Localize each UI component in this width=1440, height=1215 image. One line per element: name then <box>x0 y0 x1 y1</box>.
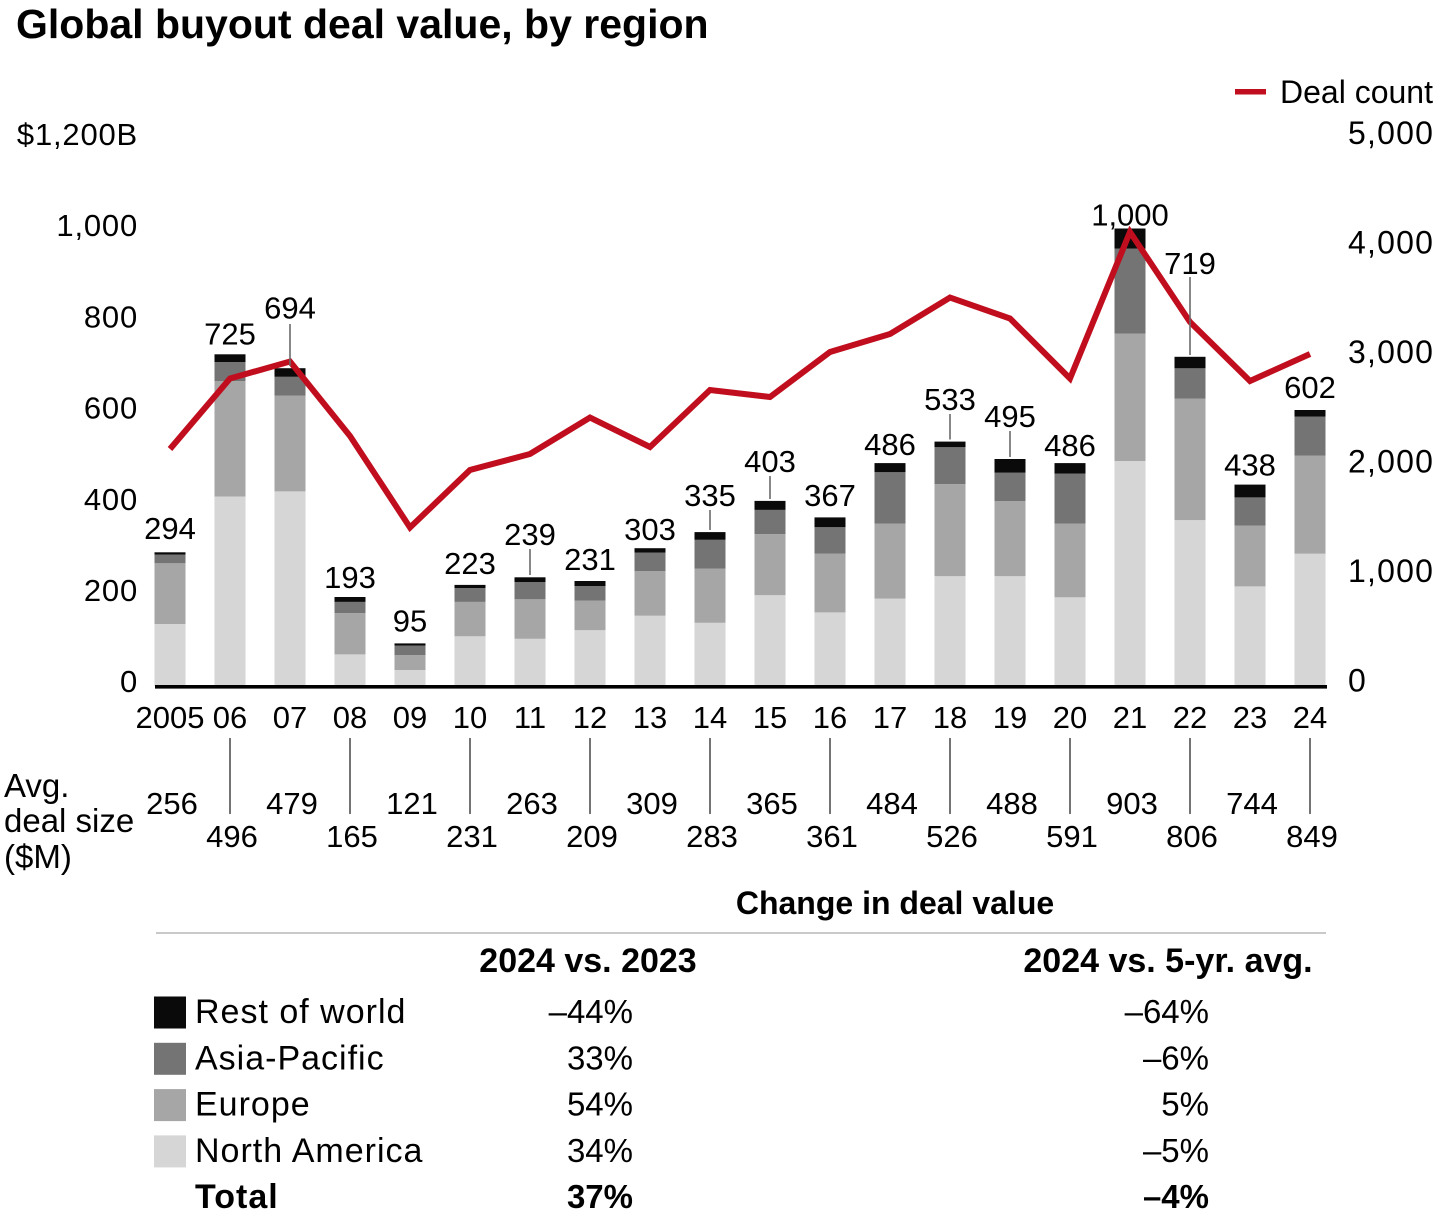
svg-text:2005: 2005 <box>136 700 205 735</box>
svg-text:403: 403 <box>744 444 796 479</box>
svg-text:591: 591 <box>1046 819 1098 854</box>
svg-text:209: 209 <box>566 819 618 854</box>
svg-text:34%: 34% <box>567 1132 633 1169</box>
svg-text:14: 14 <box>693 700 727 735</box>
svg-text:303: 303 <box>624 512 676 547</box>
svg-text:06: 06 <box>213 700 247 735</box>
svg-text:Europe: Europe <box>195 1086 311 1124</box>
svg-text:11: 11 <box>514 700 546 735</box>
svg-text:Global buyout deal value, by r: Global buyout deal value, by region <box>16 1 709 47</box>
svg-text:367: 367 <box>804 478 856 513</box>
svg-text:0: 0 <box>120 664 138 699</box>
svg-text:256: 256 <box>146 786 198 821</box>
svg-text:13: 13 <box>633 700 667 735</box>
svg-text:–6%: –6% <box>1143 1039 1209 1076</box>
svg-text:488: 488 <box>986 786 1038 821</box>
svg-text:533: 533 <box>924 382 976 417</box>
svg-text:Rest of world: Rest of world <box>195 993 406 1031</box>
svg-text:744: 744 <box>1226 786 1278 821</box>
svg-text:496: 496 <box>206 819 258 854</box>
svg-text:365: 365 <box>746 786 798 821</box>
svg-text:16: 16 <box>813 700 847 735</box>
svg-text:54%: 54% <box>567 1086 633 1123</box>
svg-text:15: 15 <box>753 700 787 735</box>
svg-text:deal size: deal size <box>4 802 134 839</box>
svg-text:4,000: 4,000 <box>1348 225 1434 261</box>
svg-text:95: 95 <box>393 604 427 639</box>
svg-text:North America: North America <box>195 1132 423 1170</box>
svg-text:165: 165 <box>326 819 378 854</box>
svg-text:121: 121 <box>386 786 438 821</box>
svg-text:Asia-Pacific: Asia-Pacific <box>195 1039 385 1077</box>
svg-text:719: 719 <box>1164 246 1216 281</box>
svg-text:1,000: 1,000 <box>56 208 138 243</box>
svg-text:849: 849 <box>1286 819 1338 854</box>
svg-text:400: 400 <box>84 482 138 517</box>
svg-text:Change in deal value: Change in deal value <box>736 885 1054 921</box>
svg-text:484: 484 <box>866 786 918 821</box>
svg-text:07: 07 <box>273 700 307 735</box>
svg-text:18: 18 <box>933 700 967 735</box>
svg-text:283: 283 <box>686 819 738 854</box>
svg-text:602: 602 <box>1284 370 1336 405</box>
svg-text:1,000: 1,000 <box>1348 553 1434 589</box>
svg-text:Deal count: Deal count <box>1280 74 1433 110</box>
svg-text:725: 725 <box>204 317 256 352</box>
svg-text:20: 20 <box>1053 700 1087 735</box>
svg-text:223: 223 <box>444 546 496 581</box>
svg-text:–44%: –44% <box>549 993 633 1030</box>
svg-text:24: 24 <box>1293 700 1327 735</box>
svg-text:($M): ($M) <box>4 838 72 875</box>
svg-text:479: 479 <box>266 786 318 821</box>
svg-text:361: 361 <box>806 819 858 854</box>
svg-text:2,000: 2,000 <box>1348 444 1434 480</box>
svg-text:294: 294 <box>144 511 196 546</box>
svg-text:2024 vs. 2023: 2024 vs. 2023 <box>479 942 696 980</box>
svg-text:12: 12 <box>573 700 607 735</box>
svg-text:231: 231 <box>564 542 616 577</box>
svg-text:309: 309 <box>626 786 678 821</box>
svg-text:486: 486 <box>864 427 916 462</box>
svg-text:495: 495 <box>984 399 1036 434</box>
svg-text:263: 263 <box>506 786 558 821</box>
svg-text:5%: 5% <box>1161 1086 1209 1123</box>
svg-text:09: 09 <box>393 700 427 735</box>
svg-text:5,000: 5,000 <box>1348 115 1434 151</box>
svg-text:903: 903 <box>1106 786 1158 821</box>
svg-text:$1,200B: $1,200B <box>17 117 138 152</box>
svg-text:600: 600 <box>84 391 138 426</box>
svg-text:694: 694 <box>264 291 316 326</box>
svg-text:335: 335 <box>684 478 736 513</box>
svg-text:1,000: 1,000 <box>1091 198 1169 233</box>
svg-text:21: 21 <box>1113 700 1147 735</box>
svg-text:193: 193 <box>324 560 376 595</box>
svg-text:37%: 37% <box>567 1178 633 1215</box>
svg-text:486: 486 <box>1044 428 1096 463</box>
svg-text:22: 22 <box>1173 700 1207 735</box>
svg-text:33%: 33% <box>567 1039 633 1076</box>
svg-text:–5%: –5% <box>1143 1132 1209 1169</box>
svg-text:Total: Total <box>195 1178 279 1215</box>
svg-text:239: 239 <box>504 517 556 552</box>
svg-text:200: 200 <box>84 573 138 608</box>
svg-text:08: 08 <box>333 700 367 735</box>
svg-text:2024 vs. 5-yr. avg.: 2024 vs. 5-yr. avg. <box>1023 942 1312 980</box>
svg-text:800: 800 <box>84 300 138 335</box>
svg-text:526: 526 <box>926 819 978 854</box>
svg-text:–4%: –4% <box>1143 1178 1209 1215</box>
svg-text:23: 23 <box>1233 700 1267 735</box>
svg-text:–64%: –64% <box>1125 993 1209 1030</box>
svg-text:10: 10 <box>453 700 487 735</box>
svg-text:17: 17 <box>873 700 907 735</box>
svg-text:438: 438 <box>1224 448 1276 483</box>
svg-text:806: 806 <box>1166 819 1218 854</box>
svg-text:0: 0 <box>1348 663 1367 699</box>
svg-text:231: 231 <box>446 819 498 854</box>
svg-text:19: 19 <box>993 700 1027 735</box>
svg-text:Avg.: Avg. <box>4 767 69 804</box>
svg-text:3,000: 3,000 <box>1348 334 1434 370</box>
